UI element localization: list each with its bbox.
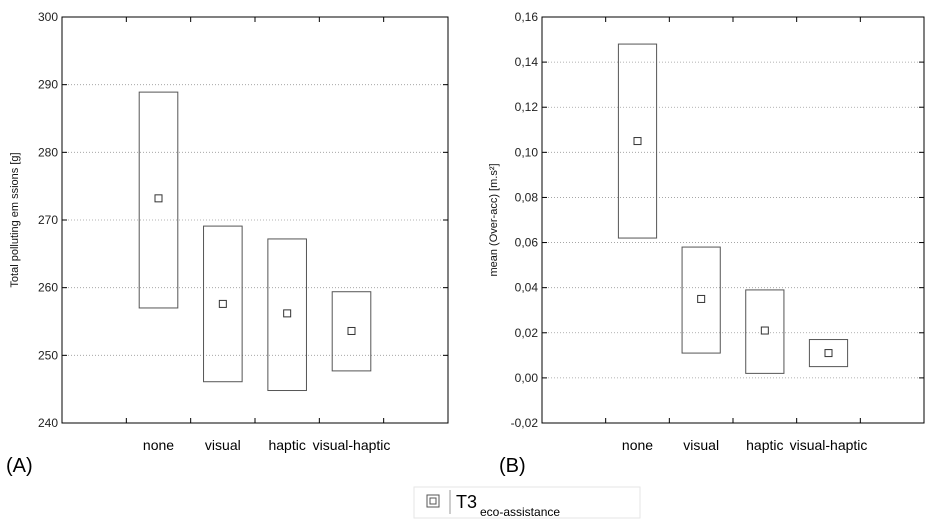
panel-b: -0,02 0,00 0,02 0,04 0,06 0,08 0,10 0,12 0,14 0,1… — [488, 10, 925, 477]
y-axis-label-b: mean (Over-acc) [m.s²] — [488, 163, 500, 276]
y-tick-label: 260 — [38, 281, 58, 295]
legend-marker-inner — [429, 497, 437, 505]
range-box-visual-haptic — [808, 339, 849, 368]
mean-marker-visual — [218, 299, 227, 308]
y-tick-label: 0,02 — [515, 326, 539, 340]
range-box-none — [617, 43, 658, 239]
legend: T3 eco-assistance — [413, 486, 641, 519]
mean-marker-visual — [697, 294, 706, 303]
category-labels-b: none visual haptic visual-haptic — [622, 437, 867, 453]
y-tick-label: 0,08 — [515, 190, 539, 204]
category-labels-a: none visual haptic visual-haptic — [143, 437, 390, 453]
grid-b — [542, 61, 924, 379]
mean-marker-haptic — [760, 326, 769, 335]
range-box-none — [138, 91, 179, 309]
y-tick-label: 0,12 — [515, 100, 539, 114]
range-box-haptic — [745, 289, 785, 374]
x-ticks-a — [125, 17, 385, 423]
y-ticks-b: -0,02 0,00 0,02 0,04 0,06 0,08 0,10 0,12 0,14 0,1… — [511, 10, 924, 430]
legend-label: T3 — [456, 492, 477, 512]
range-box-haptic — [267, 238, 307, 392]
y-ticks-a: 240 250 260 270 280 290 300 — [38, 10, 448, 430]
range-box-visual — [203, 225, 243, 383]
legend-sublabel: eco-assistance — [480, 505, 560, 519]
y-tick-label: -0,02 — [511, 416, 539, 430]
mean-marker-haptic — [283, 309, 292, 318]
y-axis-label-a: Total polluting em ssions [g] — [9, 152, 21, 287]
category-label-haptic: haptic — [268, 437, 305, 453]
y-tick-label: 300 — [38, 10, 58, 24]
range-box-visual — [681, 246, 721, 354]
y-tick-label: 270 — [38, 213, 58, 227]
category-label-none: none — [143, 437, 174, 453]
boxes-b — [617, 43, 849, 374]
y-tick-label: 240 — [38, 416, 58, 430]
mean-marker-none — [633, 137, 642, 146]
mean-marker-visual-haptic — [824, 349, 833, 358]
plot-frame-b — [541, 16, 925, 424]
range-box-visual-haptic — [331, 291, 372, 372]
mean-marker-none — [154, 194, 163, 203]
category-label-visual-haptic: visual-haptic — [313, 437, 391, 453]
panel-a: 240 250 260 270 280 290 300 Total polluting em… — [6, 10, 449, 477]
y-tick-label: 290 — [38, 78, 58, 92]
category-label-visual-haptic: visual-haptic — [790, 437, 868, 453]
legend-box — [413, 486, 641, 519]
x-ticks-b — [605, 17, 861, 423]
mean-marker-visual-haptic — [347, 326, 356, 335]
y-tick-label: 280 — [38, 145, 58, 159]
category-label-none: none — [622, 437, 653, 453]
panel-label-b: (B) — [499, 455, 526, 477]
category-label-visual: visual — [683, 437, 719, 453]
grid-a — [62, 84, 448, 356]
y-tick-label: 0,14 — [515, 55, 539, 69]
panel-label-a: (A) — [6, 455, 33, 477]
y-tick-label: 250 — [38, 348, 58, 362]
y-tick-label: 0,06 — [515, 236, 539, 250]
y-tick-label: 0,00 — [515, 371, 539, 385]
y-tick-label: 0,16 — [515, 10, 539, 24]
category-label-haptic: haptic — [746, 437, 783, 453]
boxes-a — [138, 91, 372, 392]
y-tick-label: 0,10 — [515, 145, 539, 159]
category-label-visual: visual — [205, 437, 241, 453]
y-tick-label: 0,04 — [515, 281, 539, 295]
